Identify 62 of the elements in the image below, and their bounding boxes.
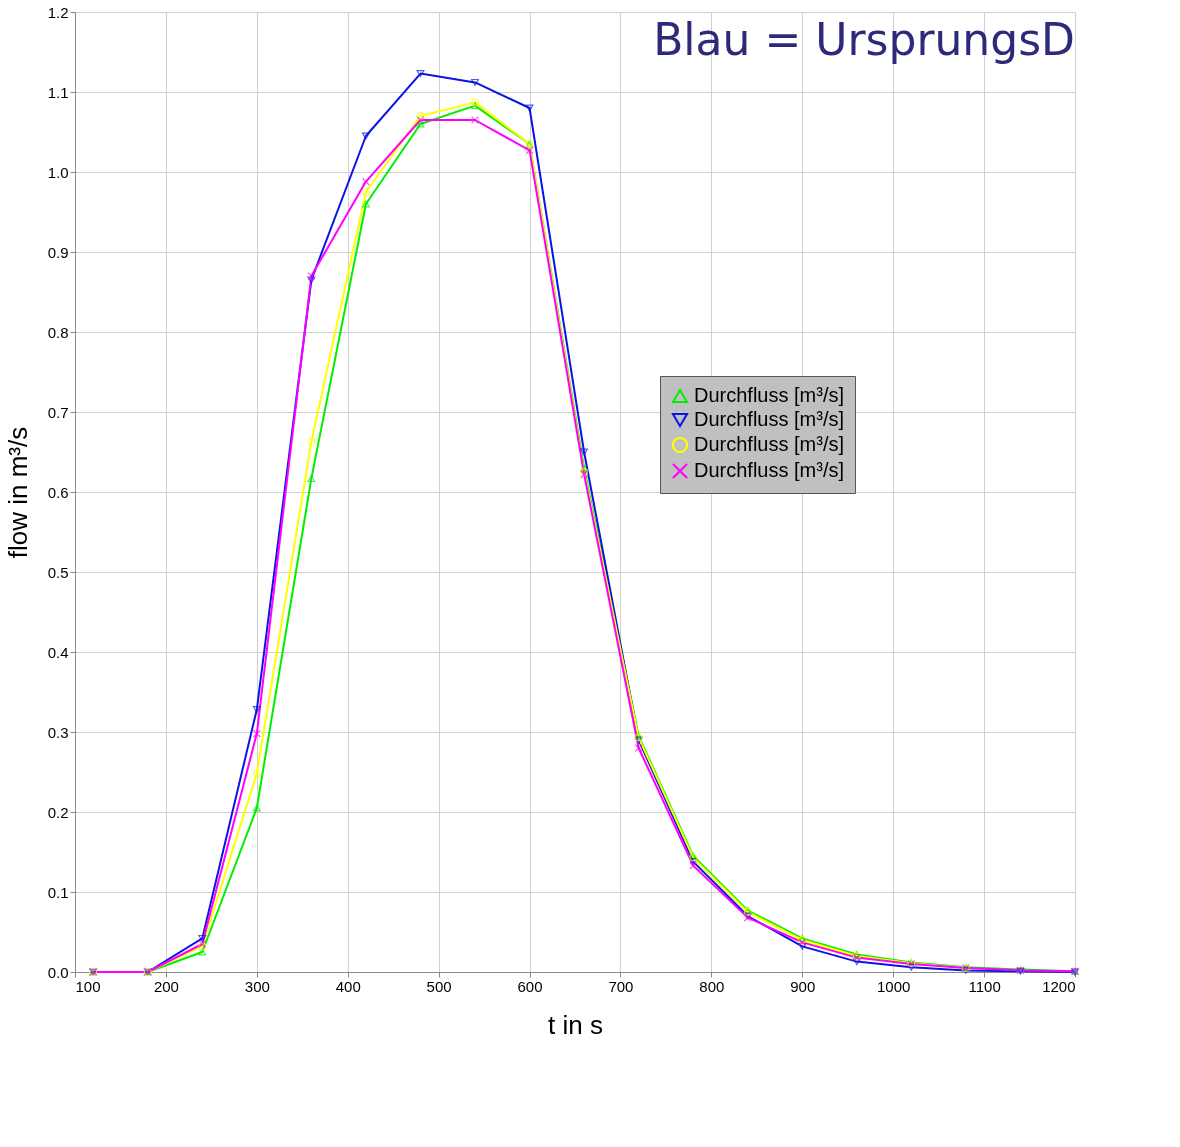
point xyxy=(361,188,370,196)
point xyxy=(416,120,425,128)
point xyxy=(361,132,370,140)
point xyxy=(252,769,261,778)
point xyxy=(361,200,370,208)
y-tick-label: 0.7 xyxy=(47,403,69,421)
point xyxy=(307,276,316,284)
point xyxy=(798,942,807,950)
y-tick-label: 0.5 xyxy=(47,563,69,581)
point xyxy=(580,448,589,456)
legend-label: Durchfluss [m³/s] xyxy=(694,408,845,430)
point xyxy=(689,858,698,866)
x-tick-label: 1000 xyxy=(876,977,911,995)
point xyxy=(852,958,861,966)
point xyxy=(416,112,425,120)
point xyxy=(634,744,643,752)
x-tick-label: 200 xyxy=(153,977,179,995)
point xyxy=(525,104,534,112)
point xyxy=(471,116,479,124)
y-tick-label: 1.2 xyxy=(47,3,69,21)
legend-label: Durchfluss [m³/s] xyxy=(694,433,845,455)
x-tick-label: 100 xyxy=(75,977,101,995)
point xyxy=(252,804,261,812)
point xyxy=(252,729,261,738)
legend-label: Durchfluss [m³/s] xyxy=(694,459,845,481)
point xyxy=(198,948,207,956)
y-tick-label: 1.1 xyxy=(47,83,69,101)
point xyxy=(471,102,479,110)
point xyxy=(416,116,425,124)
point xyxy=(307,474,316,482)
x-tick-label: 800 xyxy=(699,977,725,995)
legend-label: Durchfluss [m³/s] xyxy=(694,384,845,406)
point xyxy=(525,146,534,155)
y-tick-label: 0.1 xyxy=(47,883,69,901)
x-tick-label: 300 xyxy=(244,977,270,995)
x-tick-label: 1200 xyxy=(1042,977,1076,995)
point xyxy=(361,177,370,186)
y-tick-label: 0.0 xyxy=(47,963,69,981)
y-tick-label: 1.0 xyxy=(47,163,69,181)
y-tick-label: 0.9 xyxy=(47,243,69,261)
point xyxy=(689,861,698,870)
point xyxy=(307,437,316,446)
x-tick-label: 500 xyxy=(426,977,452,995)
y-axis-title: flow in m³/s xyxy=(2,426,33,559)
y-tick-label: 0.4 xyxy=(47,643,69,661)
point xyxy=(416,70,425,78)
y-tick-label: 0.2 xyxy=(47,803,69,821)
y-tick-label: 0.6 xyxy=(47,483,69,501)
x-tick-label: 900 xyxy=(790,977,816,995)
x-tick-label: 600 xyxy=(517,977,543,995)
point xyxy=(471,78,479,86)
point xyxy=(198,934,207,942)
y-tick-label: 0.3 xyxy=(47,723,69,741)
point xyxy=(580,464,589,472)
y-tick-label: 0.8 xyxy=(47,323,69,341)
point xyxy=(252,706,261,714)
x-tick-label: 1100 xyxy=(968,977,1001,995)
annotation: Blau = UrsprungsD xyxy=(653,14,1075,65)
x-tick-label: 400 xyxy=(335,977,361,995)
x-axis-title: t in s xyxy=(548,1009,603,1040)
x-tick-label: 700 xyxy=(608,977,634,995)
point xyxy=(307,272,316,280)
